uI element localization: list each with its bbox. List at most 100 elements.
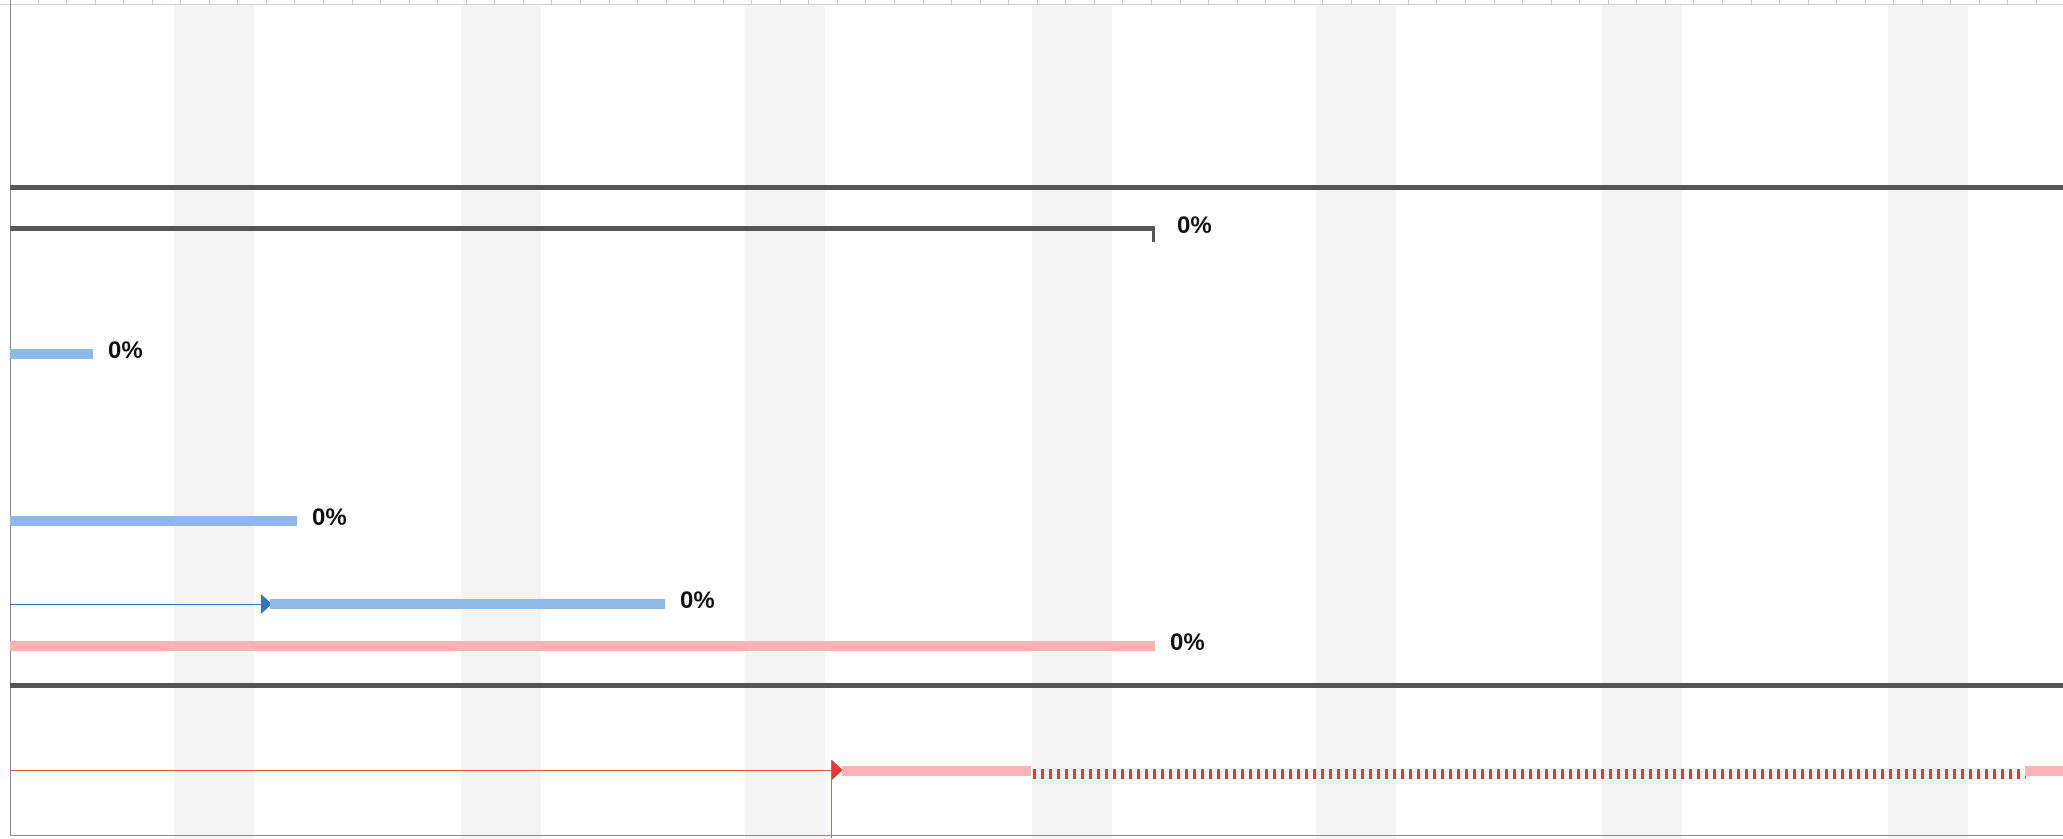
task-bar[interactable]: [270, 599, 665, 609]
timescale-day-cell: V: [96, 0, 125, 4]
task-percent-complete: 0%: [312, 504, 347, 531]
timescale-day-cell: V: [895, 0, 924, 4]
chart-bottom-border: [10, 835, 2063, 836]
timescale-day-cell: V: [1495, 0, 1524, 4]
chart-left-border: [10, 0, 11, 835]
timescale-day-cell: D: [952, 0, 981, 4]
timescale-day-cell: L: [1780, 0, 1809, 4]
weekend-band: [1602, 0, 1682, 839]
dependency-link-line[interactable]: [10, 604, 262, 605]
timescale-day-cell: S: [1723, 0, 1752, 4]
timescale-day-cell: D: [353, 0, 382, 4]
timescale-day-cell: M: [1209, 0, 1238, 4]
timescale-day-cell: V: [296, 0, 324, 4]
timescale-day-cell: J: [1466, 0, 1495, 4]
timescale-day-cell: D: [552, 0, 581, 4]
timescale-day-cell: M: [2009, 0, 2037, 4]
timescale-day-cell: X: [838, 0, 867, 4]
timescale-day-cell: X: [1637, 0, 1666, 4]
timescale-day-cell: L: [981, 0, 1010, 4]
timescale-header: MXJVSDLMXJVSDLMXJVSDLMXJVSDLMXJVSDLMXJVS…: [0, 0, 2063, 5]
weekend-band: [1316, 0, 1396, 839]
timescale-day-cell: M: [610, 0, 639, 4]
timescale-day-cell: L: [1380, 0, 1409, 4]
task-bar[interactable]: [10, 349, 93, 359]
timescale-day-cell: M: [410, 0, 439, 4]
task-bar[interactable]: [10, 516, 297, 526]
weekend-band: [745, 0, 825, 839]
timescale-day-cell: J: [1666, 0, 1695, 4]
timescale-day-cell: D: [1552, 0, 1581, 4]
timescale-day-cell: M: [809, 0, 838, 4]
summary-task-bar[interactable]: [10, 226, 1155, 231]
dependency-arrow-icon: [261, 594, 272, 614]
critical-task-bar-segment[interactable]: [2025, 766, 2063, 776]
critical-task-bar[interactable]: [10, 641, 1155, 651]
timescale-day-cell: J: [1866, 0, 1895, 4]
timescale-day-cell: V: [695, 0, 724, 4]
timescale-day-cell: L: [581, 0, 610, 4]
timescale-day-cell: X: [39, 0, 68, 4]
critical-task-bar-segment[interactable]: [842, 766, 1031, 776]
timescale-day-cell: X: [238, 0, 267, 4]
timescale-day-cell: X: [1038, 0, 1067, 4]
timescale-day-cell: S: [1123, 0, 1152, 4]
timescale-day-cell: J: [67, 0, 96, 4]
timescale-day-cell: M: [10, 0, 39, 4]
timescale-day-cell: S: [1923, 0, 1952, 4]
timescale-day-cell: S: [324, 0, 353, 4]
timescale-day-cell: J: [1066, 0, 1095, 4]
timescale-day-cell: L: [1980, 0, 2009, 4]
critical-dependency-link-line[interactable]: [10, 770, 832, 771]
timescale-day-cell: V: [495, 0, 524, 4]
timescale-day-cell: M: [1809, 0, 1838, 4]
timescale-day-cell: D: [1752, 0, 1781, 4]
task-split-dotted-line: [1033, 769, 2026, 779]
section-separator: [10, 185, 2063, 190]
timescale-day-cell: J: [667, 0, 696, 4]
timescale-day-cell: M: [1609, 0, 1638, 4]
timescale-day-cell: D: [1951, 0, 1980, 4]
timescale-day-cell: D: [153, 0, 182, 4]
timescale-day-cell: M: [1409, 0, 1438, 4]
timescale-day-cell: M: [210, 0, 239, 4]
timescale-day-cell: X: [638, 0, 667, 4]
timescale-day-cell: D: [1352, 0, 1381, 4]
timescale-day-cell: S: [524, 0, 553, 4]
timescale-day-cell: X: [1238, 0, 1267, 4]
timescale-day-cell: L: [1181, 0, 1210, 4]
timescale-day-cell: X: [1438, 0, 1466, 4]
section-separator: [10, 683, 2063, 688]
summary-percent-complete: 0%: [1177, 212, 1212, 239]
timescale-day-cell: L: [1580, 0, 1609, 4]
weekend-band: [174, 0, 254, 839]
timescale-day-cell: L: [781, 0, 810, 4]
timescale-day-cell: S: [1323, 0, 1352, 4]
weekend-band: [461, 0, 541, 839]
timescale-day-cell: X: [438, 0, 467, 4]
critical-dependency-arrow-icon: [832, 760, 843, 780]
task-percent-complete: 0%: [108, 337, 143, 364]
timescale-day-cell: X: [1837, 0, 1866, 4]
weekend-band: [1888, 0, 1968, 839]
summary-task-end-cap: [1150, 226, 1155, 242]
timescale-day-cell: S: [724, 0, 753, 4]
timescale-day-cell: S: [924, 0, 953, 4]
timescale-day-cell: S: [124, 0, 153, 4]
timescale-day-cell: M: [1009, 0, 1038, 4]
timescale-day-cell: V: [1095, 0, 1124, 4]
timescale-day-cell: J: [867, 0, 895, 4]
critical-task-percent-complete: 0%: [1170, 629, 1205, 656]
task-percent-complete: 0%: [680, 587, 715, 614]
timescale-day-cell: D: [1152, 0, 1181, 4]
timescale-day-cell: L: [381, 0, 410, 4]
timescale-day-cell: L: [181, 0, 210, 4]
timescale-day-cell: V: [1694, 0, 1723, 4]
critical-dependency-link-vertical: [831, 760, 832, 838]
timescale-day-cell: V: [1894, 0, 1923, 4]
weekend-band: [1032, 0, 1112, 839]
timescale-day-cell: V: [1295, 0, 1324, 4]
timescale-day-cell: J: [467, 0, 496, 4]
timescale-day-cell: S: [1523, 0, 1552, 4]
